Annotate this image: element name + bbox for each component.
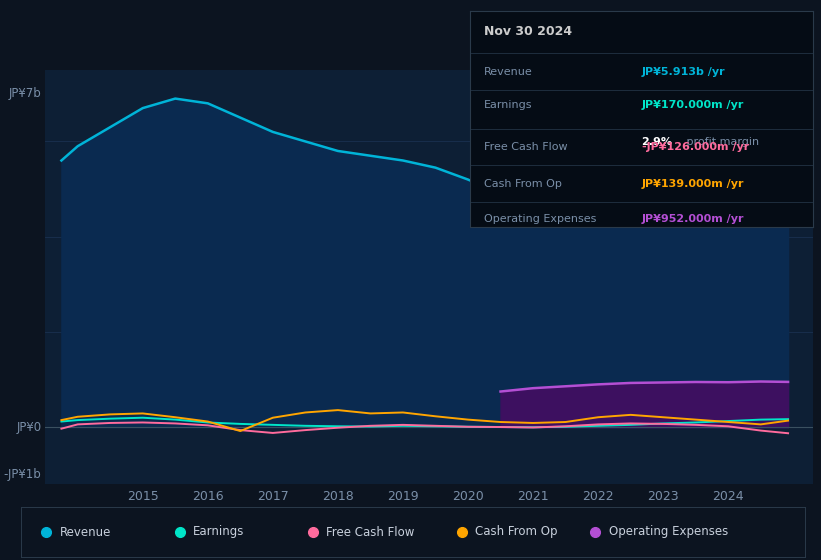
Text: Operating Expenses: Operating Expenses: [484, 214, 597, 224]
Text: Free Cash Flow: Free Cash Flow: [484, 142, 568, 152]
Text: Operating Expenses: Operating Expenses: [608, 525, 727, 539]
Text: Cash From Op: Cash From Op: [484, 179, 562, 189]
Text: 2.9%: 2.9%: [642, 137, 672, 147]
Text: JP¥5.913b /yr: JP¥5.913b /yr: [642, 67, 725, 77]
Text: profit margin: profit margin: [683, 137, 759, 147]
Text: Cash From Op: Cash From Op: [475, 525, 557, 539]
Text: JP¥952.000m /yr: JP¥952.000m /yr: [642, 214, 744, 224]
Text: JP¥7b: JP¥7b: [8, 87, 41, 100]
Text: Revenue: Revenue: [484, 67, 533, 77]
Text: JP¥139.000m /yr: JP¥139.000m /yr: [642, 179, 744, 189]
Text: Free Cash Flow: Free Cash Flow: [326, 525, 415, 539]
Text: Earnings: Earnings: [193, 525, 245, 539]
Text: Earnings: Earnings: [484, 100, 533, 110]
Text: -JP¥1b: -JP¥1b: [3, 468, 41, 482]
Text: JP¥0: JP¥0: [16, 421, 41, 434]
Text: JP¥170.000m /yr: JP¥170.000m /yr: [642, 100, 744, 110]
Text: -JP¥126.000m /yr: -JP¥126.000m /yr: [642, 142, 749, 152]
Text: Nov 30 2024: Nov 30 2024: [484, 25, 572, 38]
Text: Revenue: Revenue: [60, 525, 111, 539]
